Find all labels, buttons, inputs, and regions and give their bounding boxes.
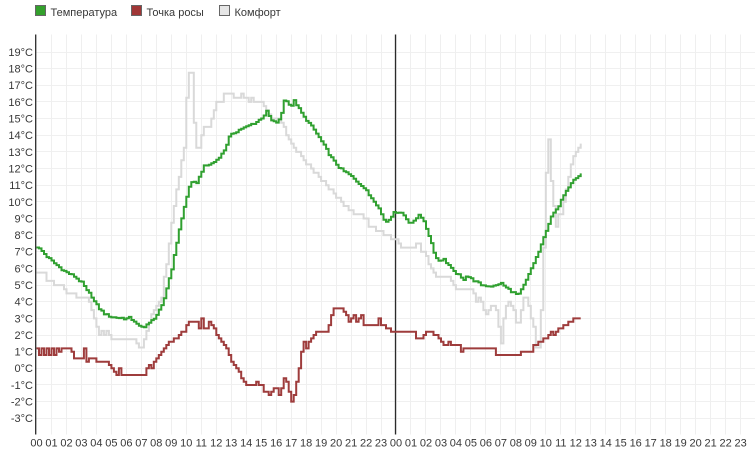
- svg-text:19: 19: [315, 438, 327, 450]
- svg-text:16: 16: [630, 438, 642, 450]
- svg-text:20: 20: [330, 438, 342, 450]
- svg-text:15°C: 15°C: [8, 114, 33, 126]
- svg-text:15: 15: [255, 438, 267, 450]
- svg-text:13°C: 13°C: [8, 147, 33, 159]
- svg-text:10°C: 10°C: [8, 197, 33, 209]
- svg-text:05: 05: [105, 438, 117, 450]
- svg-text:23: 23: [375, 438, 387, 450]
- svg-text:01: 01: [405, 438, 417, 450]
- svg-text:03: 03: [75, 438, 87, 450]
- svg-text:Комфорт: Комфорт: [235, 7, 281, 19]
- svg-text:05: 05: [465, 438, 477, 450]
- svg-text:21: 21: [345, 438, 357, 450]
- svg-text:12: 12: [210, 438, 222, 450]
- svg-text:13: 13: [585, 438, 597, 450]
- svg-text:19: 19: [674, 438, 686, 450]
- svg-text:3°C: 3°C: [15, 313, 34, 325]
- svg-text:10: 10: [180, 438, 192, 450]
- svg-text:00: 00: [390, 438, 402, 450]
- svg-text:4°C: 4°C: [15, 297, 34, 309]
- svg-text:14: 14: [240, 438, 252, 450]
- svg-text:1°C: 1°C: [15, 347, 34, 359]
- svg-text:14°C: 14°C: [8, 130, 33, 142]
- svg-text:11: 11: [196, 438, 207, 450]
- svg-text:22: 22: [719, 438, 731, 450]
- svg-text:Температура: Температура: [51, 7, 119, 19]
- svg-text:-1°C: -1°C: [11, 380, 33, 392]
- svg-text:07: 07: [495, 438, 507, 450]
- svg-text:09: 09: [165, 438, 177, 450]
- svg-text:21: 21: [704, 438, 716, 450]
- svg-text:06: 06: [120, 438, 132, 450]
- svg-text:10: 10: [540, 438, 552, 450]
- svg-text:22: 22: [360, 438, 372, 450]
- svg-text:16: 16: [270, 438, 282, 450]
- svg-text:08: 08: [510, 438, 522, 450]
- svg-text:04: 04: [90, 438, 102, 450]
- svg-text:18: 18: [300, 438, 312, 450]
- svg-text:01: 01: [45, 438, 57, 450]
- svg-text:6°C: 6°C: [15, 263, 34, 275]
- svg-text:20: 20: [689, 438, 701, 450]
- svg-text:11°C: 11°C: [9, 180, 33, 192]
- svg-text:18°C: 18°C: [8, 64, 33, 76]
- svg-text:Точка росы: Точка росы: [147, 7, 204, 19]
- svg-text:19°C: 19°C: [8, 47, 33, 59]
- svg-text:07: 07: [135, 438, 147, 450]
- svg-text:06: 06: [480, 438, 492, 450]
- svg-text:12: 12: [570, 438, 582, 450]
- svg-text:8°C: 8°C: [15, 230, 34, 242]
- svg-text:08: 08: [150, 438, 162, 450]
- svg-text:03: 03: [435, 438, 447, 450]
- svg-text:09: 09: [525, 438, 537, 450]
- svg-text:18: 18: [660, 438, 672, 450]
- svg-text:5°C: 5°C: [15, 280, 34, 292]
- svg-text:02: 02: [420, 438, 432, 450]
- svg-text:02: 02: [60, 438, 72, 450]
- svg-text:11: 11: [555, 438, 566, 450]
- svg-text:13: 13: [225, 438, 237, 450]
- svg-text:15: 15: [615, 438, 627, 450]
- svg-text:14: 14: [600, 438, 612, 450]
- svg-text:04: 04: [450, 438, 462, 450]
- svg-text:-2°C: -2°C: [11, 397, 33, 409]
- svg-text:12°C: 12°C: [8, 163, 33, 175]
- svg-text:17: 17: [285, 438, 297, 450]
- svg-text:7°C: 7°C: [15, 247, 34, 259]
- svg-text:17°C: 17°C: [8, 80, 33, 92]
- svg-text:-3°C: -3°C: [11, 413, 33, 425]
- svg-text:0°C: 0°C: [15, 363, 34, 375]
- svg-text:16°C: 16°C: [8, 97, 33, 109]
- svg-text:00: 00: [30, 438, 42, 450]
- svg-text:17: 17: [645, 438, 657, 450]
- svg-text:23: 23: [734, 438, 746, 450]
- svg-text:2°C: 2°C: [15, 330, 34, 342]
- svg-text:9°C: 9°C: [15, 213, 34, 225]
